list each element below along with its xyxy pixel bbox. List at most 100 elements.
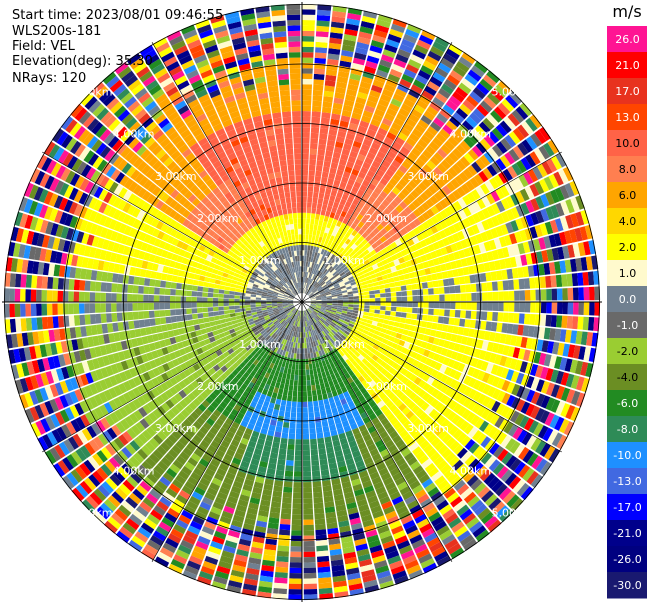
- ray-gate: [68, 303, 74, 315]
- ray-gate: [374, 350, 382, 358]
- ray-gate: [9, 303, 15, 318]
- ray-gate: [493, 445, 505, 458]
- ray-gate: [467, 149, 479, 161]
- ray-gate: [423, 349, 431, 358]
- ray-gate: [395, 286, 402, 292]
- ray-gate: [367, 208, 375, 216]
- ray-gate: [378, 353, 386, 361]
- ray-gate: [554, 218, 564, 232]
- ray-gate: [333, 272, 340, 278]
- ray-gate: [545, 314, 552, 327]
- ray-gate: [431, 322, 438, 330]
- ray-gate: [323, 215, 329, 222]
- ray-gate: [405, 524, 418, 535]
- ray-gate: [307, 283, 310, 289]
- ray-gate: [369, 365, 377, 373]
- ray-gate: [311, 460, 320, 466]
- ray-gate: [444, 538, 459, 550]
- ray-gate: [435, 381, 445, 391]
- ray-gate: [411, 539, 426, 550]
- ray-gate: [358, 228, 365, 236]
- ray-gate: [330, 289, 336, 293]
- ray-gate: [365, 376, 373, 384]
- ray-gate: [517, 142, 529, 156]
- ray-gate: [244, 302, 251, 305]
- ray-gate: [453, 444, 464, 455]
- ray-gate: [530, 405, 541, 419]
- ray-gate: [449, 70, 464, 82]
- ray-gate: [501, 392, 511, 405]
- ray-gate: [578, 346, 586, 360]
- ray-gate: [504, 257, 512, 269]
- ray-gate: [395, 182, 404, 192]
- ray-gate: [519, 188, 530, 202]
- ray-gate: [337, 203, 345, 211]
- ray-gate: [435, 371, 444, 381]
- ray-gate: [364, 302, 370, 306]
- ray-gate: [323, 268, 328, 275]
- ray-gate: [307, 272, 310, 278]
- ray-gate: [317, 555, 330, 563]
- ray-gate: [353, 296, 359, 299]
- ray-gate: [342, 297, 349, 300]
- ray-gate: [461, 408, 472, 420]
- ray-gate: [328, 228, 334, 235]
- ray-gate: [420, 275, 427, 283]
- ray-gate: [293, 487, 302, 493]
- ray-gate: [420, 341, 428, 349]
- ray-gate: [367, 245, 374, 253]
- ray-gate: [382, 49, 396, 59]
- ray-gate: [550, 315, 557, 328]
- ray-gate: [344, 245, 351, 252]
- ray-gate: [318, 144, 326, 151]
- ray-gate: [443, 227, 452, 237]
- ray-gate: [305, 353, 308, 359]
- ray-gate: [329, 331, 335, 337]
- ray-gate: [321, 316, 327, 321]
- ray-gate: [333, 243, 339, 250]
- ray-gate: [477, 393, 487, 405]
- ray-gate: [428, 408, 438, 419]
- ray-gate: [288, 363, 293, 369]
- ray-gate: [460, 183, 471, 194]
- ray-gate: [302, 121, 311, 128]
- ray-gate: [374, 396, 382, 405]
- ray-gate: [379, 190, 388, 199]
- ray-gate: [448, 425, 459, 436]
- ray-gate: [411, 147, 422, 157]
- ray-gate: [342, 332, 349, 338]
- ray-gate: [449, 116, 461, 128]
- ray-gate: [448, 225, 457, 235]
- ray-gate: [384, 458, 395, 467]
- ray-gate: [374, 289, 381, 294]
- ray-gate: [385, 182, 395, 191]
- ray-gate: [384, 283, 391, 289]
- ray-gate: [575, 330, 583, 345]
- ray-gate: [410, 351, 418, 359]
- ray-gate: [508, 148, 520, 162]
- ray-gate: [389, 177, 398, 187]
- ray-gate: [479, 154, 491, 167]
- ray-gate: [502, 312, 509, 323]
- ray-gate: [346, 220, 353, 227]
- ray-gate: [335, 274, 341, 280]
- ray-gate: [169, 295, 176, 302]
- ray-gate: [340, 115, 351, 123]
- ray-gate: [447, 411, 457, 422]
- ray-gate: [358, 86, 370, 95]
- ray-gate: [323, 285, 329, 290]
- ray-gate: [567, 244, 575, 258]
- ray-gate: [324, 311, 331, 315]
- ray-gate: [329, 32, 343, 40]
- ray-gate: [498, 171, 509, 184]
- ray-gate: [302, 250, 305, 256]
- ray-gate: [448, 341, 456, 351]
- ray-gate: [421, 211, 431, 221]
- ray-gate: [355, 47, 368, 55]
- ray-gate: [355, 341, 362, 348]
- ray-gate: [457, 362, 466, 373]
- ray-gate: [319, 187, 326, 194]
- ray-gate: [310, 256, 314, 263]
- ray-gate: [474, 273, 482, 283]
- ray-gate: [326, 222, 332, 229]
